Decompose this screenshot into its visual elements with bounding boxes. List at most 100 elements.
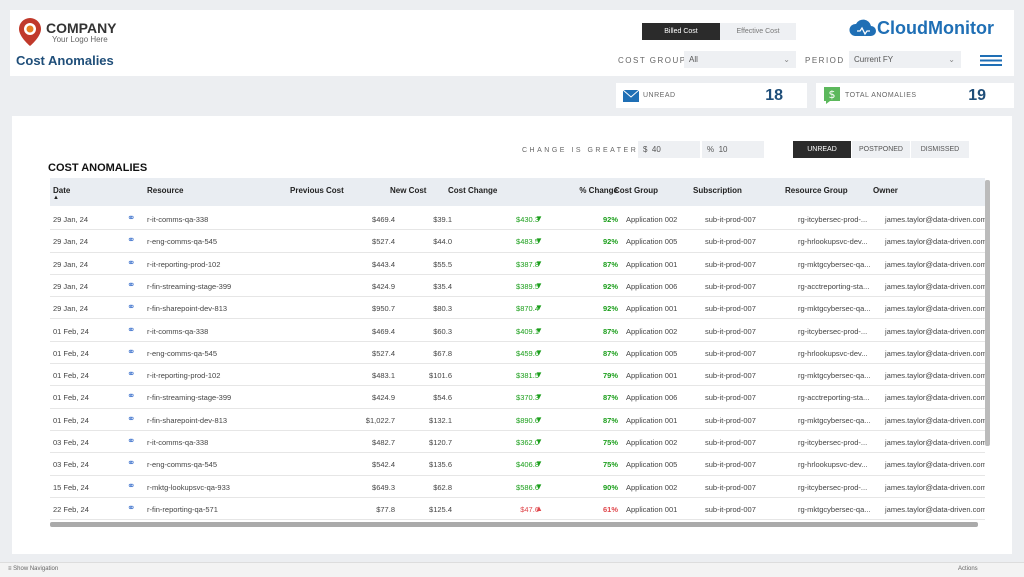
table-row[interactable] [50,364,985,387]
link-icon[interactable]: ⚭ [127,302,136,314]
column-header[interactable]: Owner [873,186,898,195]
table-row[interactable] [50,253,985,275]
previous-cost: $424.9 [372,281,395,291]
table-row[interactable] [50,431,985,454]
date: 29 Jan, 24 [53,259,89,269]
column-header[interactable]: Resource Group [785,186,848,195]
column-header[interactable]: Cost Change [448,186,498,195]
percent-change: 92% [602,304,618,314]
subscription: sub-it-prod-007 [705,482,756,492]
link-icon[interactable]: ⚭ [127,369,136,381]
percent-change: 61% [602,504,618,514]
table-row[interactable] [50,208,985,231]
horizontal-scrollbar[interactable] [50,522,978,527]
new-cost: $135.6 [429,460,452,470]
unread-tab[interactable]: UNREAD [793,141,851,158]
effective-cost-toggle[interactable]: Effective Cost [720,23,796,40]
amount-input[interactable]: $ 40 [638,141,700,158]
table-row[interactable] [50,342,985,365]
new-cost: $35.4 [433,281,452,291]
dismissed-tab[interactable]: DISMISSED [911,141,969,158]
table-row[interactable] [50,297,985,320]
previous-cost: $649.3 [372,482,395,492]
column-header[interactable]: New Cost [390,186,427,195]
table-row[interactable] [50,498,985,521]
percent-change: 87% [602,259,618,269]
cost-group-dropdown[interactable]: All ⌄ [684,51,796,68]
link-icon[interactable]: ⚭ [127,213,136,224]
table-row[interactable] [50,386,985,409]
new-cost: $120.7 [429,438,452,447]
cost-group: Application 006 [626,281,678,291]
date: 03 Feb, 24 [53,438,89,447]
kpi-value: 18 [765,87,783,104]
kpi-label: UNREAD [643,92,676,99]
date: 01 Feb, 24 [53,348,89,358]
column-header[interactable]: Date [53,186,71,195]
actions-button[interactable]: Actions [958,566,978,572]
link-icon[interactable]: ⚭ [127,391,136,403]
column-header[interactable]: Resource [147,186,184,195]
table-row[interactable] [50,275,985,298]
subscription: sub-it-prod-007 [705,326,756,336]
kpi-value: 19 [968,87,986,104]
cost-group: Application 002 [626,482,678,492]
header-panel: COMPANY Your Logo Here Cost Anomalies Bi… [10,10,1014,76]
link-icon[interactable]: ⚭ [127,279,136,291]
previous-cost: $483.1 [372,371,395,381]
previous-cost: $77.8 [376,504,395,514]
date: 29 Jan, 24 [53,237,89,247]
percent-change: 87% [602,326,618,336]
period-label: PERIOD [805,56,845,65]
owner: james.taylor@data-driven.com [885,215,985,224]
owner: james.taylor@data-driven.com [885,326,985,336]
previous-cost: $527.4 [372,237,395,247]
resource-group: rg-acctreporting-sta... [798,393,870,403]
link-icon[interactable]: ⚭ [127,324,136,336]
trend-arrow: ▼ [535,303,543,313]
table-row[interactable] [50,320,985,342]
column-header[interactable]: % Change [579,186,618,195]
previous-cost: $542.4 [372,460,395,470]
previous-cost: $1,022.7 [365,415,395,425]
link-icon[interactable]: ⚭ [127,257,136,269]
resource-group: rg-hrlookupsvc-dev... [798,348,868,358]
show-navigation[interactable]: ≡ Show Navigation [8,566,59,572]
table-row[interactable] [50,230,985,253]
resource: r-fin-sharepoint-dev-813 [147,304,228,314]
link-icon[interactable]: ⚭ [127,413,136,425]
resource: r-it-comms-qa-338 [147,326,209,336]
link-icon[interactable]: ⚭ [127,436,136,447]
subscription: sub-it-prod-007 [705,237,756,247]
link-icon[interactable]: ⚭ [127,502,136,514]
percent-input[interactable]: % 10 [702,141,764,158]
column-header[interactable]: Cost Group [614,186,658,195]
table-title: COST ANOMALIES [48,162,148,174]
column-header[interactable]: Subscription [693,186,742,195]
percent-change: 87% [602,415,618,425]
table-row[interactable] [50,453,985,476]
vertical-scrollbar[interactable] [985,180,990,446]
subscription: sub-it-prod-007 [705,371,756,381]
menu-button[interactable] [980,54,1004,68]
company-logo [19,18,41,46]
new-cost: $55.5 [433,259,452,269]
resource-group: rg-mktgcybersec-qa... [798,371,871,381]
link-icon[interactable]: ⚭ [127,235,136,247]
link-icon[interactable]: ⚭ [127,480,136,492]
previous-cost: $482.7 [372,438,395,447]
cost-change: $362.0 [516,438,539,447]
resource-group: rg-hrlookupsvc-dev... [798,460,868,470]
cost-change: $381.5 [516,371,539,381]
postponed-tab[interactable]: POSTPONED [852,141,910,158]
column-header[interactable]: Previous Cost [290,186,344,195]
cloud-icon [849,19,876,36]
billed-cost-toggle[interactable]: Billed Cost [642,23,720,40]
link-icon[interactable]: ⚭ [127,346,136,358]
period-dropdown[interactable]: Current FY ⌄ [849,51,961,68]
table-row[interactable] [50,476,985,498]
link-icon[interactable]: ⚭ [127,458,136,470]
owner: james.taylor@data-driven.com [885,237,985,247]
table-row[interactable] [50,409,985,431]
